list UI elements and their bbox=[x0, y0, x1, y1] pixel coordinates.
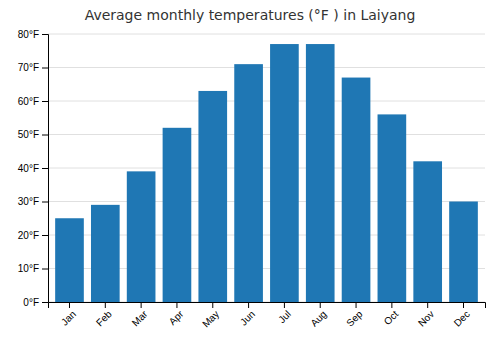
tick-label: 50°F bbox=[18, 129, 39, 140]
y-tick: 60°F bbox=[18, 96, 48, 107]
bar bbox=[306, 44, 335, 302]
grid bbox=[48, 34, 485, 302]
tick-mark bbox=[42, 235, 48, 236]
tick-mark bbox=[284, 302, 285, 308]
y-tick: 20°F bbox=[18, 230, 48, 241]
x-tick: Jul bbox=[276, 302, 293, 325]
x-tick: Aug bbox=[308, 302, 328, 329]
tick-label: Feb bbox=[94, 308, 114, 328]
tick-mark bbox=[42, 101, 48, 102]
y-axis: 0°F 10°F 20°F 30°F 40°F 50°F 60°F 70°F 80°F bbox=[18, 29, 49, 308]
plot: 0°F 10°F 20°F 30°F 40°F 50°F 60°F 70°F 80°F Jan Fe… bbox=[18, 29, 486, 330]
tick-label: 80°F bbox=[18, 29, 39, 40]
x-tick: Jan bbox=[59, 302, 78, 328]
tick-label: 30°F bbox=[18, 196, 39, 207]
x-axis: Jan Feb Mar Apr May Jun Jul Aug Sep Oct Nov Dec bbox=[49, 302, 486, 330]
x-tick: Jun bbox=[238, 302, 257, 328]
tick-label: Jul bbox=[276, 308, 293, 325]
tick-mark bbox=[320, 302, 321, 308]
bar bbox=[198, 91, 227, 302]
axis-line bbox=[49, 303, 486, 309]
bar bbox=[163, 128, 192, 302]
tick-mark bbox=[176, 302, 177, 308]
tick-label: 20°F bbox=[18, 230, 39, 241]
bar bbox=[55, 218, 84, 302]
tick-label: 70°F bbox=[18, 62, 39, 73]
title: Average monthly temperatures (°F ) in La… bbox=[85, 7, 416, 23]
y-tick: 30°F bbox=[18, 196, 48, 207]
tick-mark bbox=[105, 302, 106, 308]
x-tick: Oct bbox=[382, 302, 401, 327]
bar bbox=[234, 64, 263, 302]
tick-mark bbox=[427, 302, 428, 308]
axis-line bbox=[42, 35, 49, 303]
tick-mark bbox=[141, 302, 142, 308]
x-tick: Feb bbox=[94, 302, 114, 328]
bar bbox=[127, 171, 156, 302]
bar bbox=[413, 161, 442, 302]
grid-line bbox=[48, 34, 485, 35]
x-tick: Dec bbox=[452, 302, 472, 329]
tick-label: 0°F bbox=[23, 297, 39, 308]
tick-label: Apr bbox=[167, 308, 186, 327]
tick-label: 60°F bbox=[18, 96, 39, 107]
tick-mark bbox=[212, 302, 213, 308]
tick-label: 40°F bbox=[18, 163, 39, 174]
tick-mark bbox=[42, 202, 48, 203]
tick-mark bbox=[42, 68, 48, 69]
tick-label: Oct bbox=[382, 308, 401, 327]
tick-label: Jan bbox=[59, 308, 78, 327]
tick-mark bbox=[42, 34, 48, 35]
y-tick: 0°F bbox=[23, 297, 48, 308]
x-tick: Nov bbox=[416, 302, 436, 329]
bars bbox=[55, 44, 478, 302]
tick-label: Nov bbox=[416, 308, 436, 328]
y-tick: 70°F bbox=[18, 62, 48, 73]
tick-mark bbox=[42, 168, 48, 169]
tick-label: 10°F bbox=[18, 263, 39, 274]
tick-mark bbox=[42, 135, 48, 136]
y-tick: 80°F bbox=[18, 29, 48, 40]
tick-label: May bbox=[200, 308, 221, 329]
y-tick: 10°F bbox=[18, 263, 48, 274]
bar bbox=[91, 205, 120, 302]
tick-mark bbox=[356, 302, 357, 308]
x-tick: Sep bbox=[344, 302, 365, 329]
tick-label: Sep bbox=[344, 308, 365, 329]
tick-mark bbox=[248, 302, 249, 308]
grid-line bbox=[48, 101, 485, 102]
tick-mark bbox=[391, 302, 392, 308]
grid-line bbox=[48, 134, 485, 135]
tick-mark bbox=[42, 269, 48, 270]
tick-mark bbox=[42, 302, 48, 303]
tick-mark bbox=[69, 302, 70, 308]
grid-line bbox=[48, 67, 485, 68]
y-tick: 50°F bbox=[18, 129, 48, 140]
x-tick: May bbox=[200, 302, 221, 330]
tick-label: Aug bbox=[308, 308, 328, 328]
tick-label: Dec bbox=[452, 308, 472, 328]
y-tick: 40°F bbox=[18, 163, 48, 174]
x-tick: Apr bbox=[167, 302, 186, 327]
bar bbox=[378, 114, 407, 302]
bar bbox=[270, 44, 299, 302]
bar bbox=[342, 78, 371, 302]
chart: 0°F 10°F 20°F 30°F 40°F 50°F 60°F 70°F 80°F Jan Fe… bbox=[0, 0, 500, 350]
bar bbox=[449, 202, 478, 303]
tick-label: Mar bbox=[130, 308, 150, 328]
tick-label: Jun bbox=[238, 308, 257, 327]
tick-mark bbox=[463, 302, 464, 308]
x-tick: Mar bbox=[130, 302, 150, 328]
